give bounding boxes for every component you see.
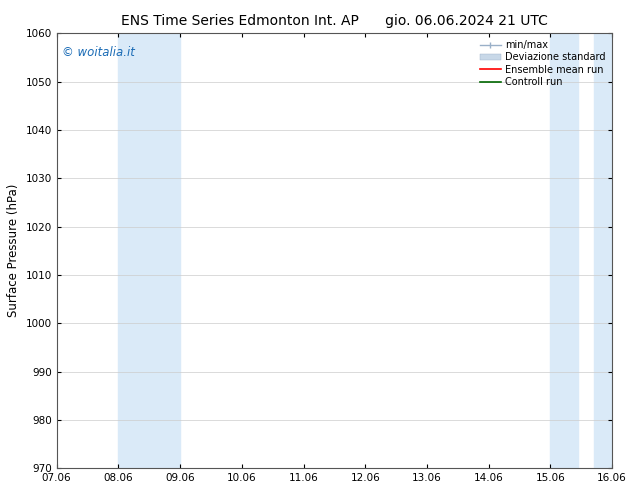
Bar [550,33,578,468]
Bar [119,33,180,468]
Legend: min/max, Deviazione standard, Ensemble mean run, Controll run: min/max, Deviazione standard, Ensemble m… [477,38,607,89]
Bar [593,33,612,468]
Title: ENS Time Series Edmonton Int. AP      gio. 06.06.2024 21 UTC: ENS Time Series Edmonton Int. AP gio. 06… [121,14,548,28]
Y-axis label: Surface Pressure (hPa): Surface Pressure (hPa) [7,184,20,318]
Text: © woitalia.it: © woitalia.it [62,46,135,59]
